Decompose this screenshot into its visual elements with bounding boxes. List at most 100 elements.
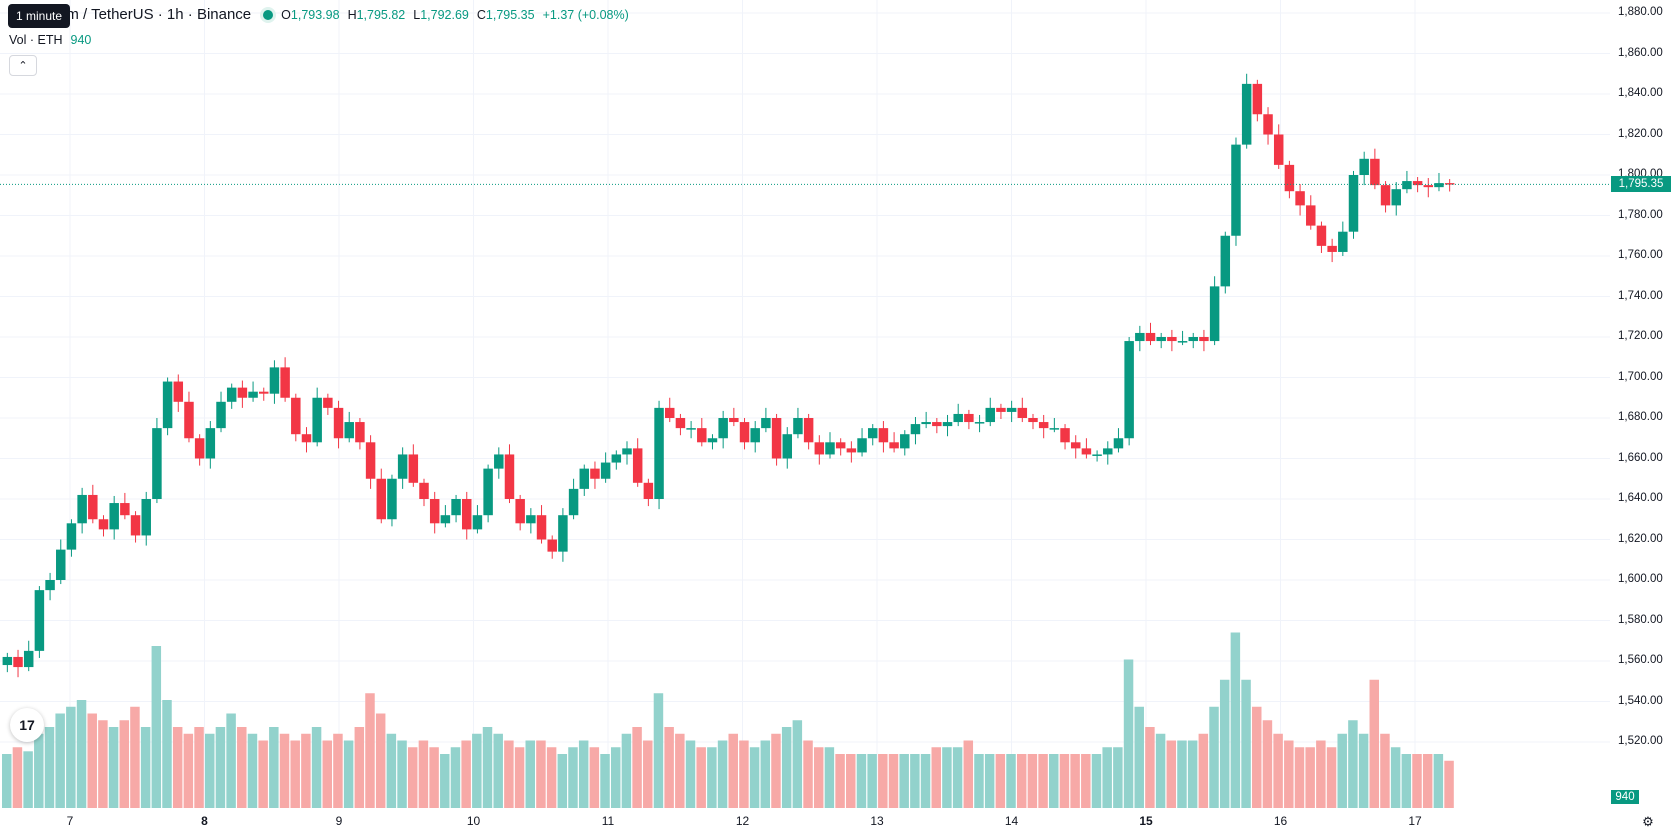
candle-body <box>1241 83 1252 145</box>
candle-body <box>1380 185 1391 206</box>
candle-body <box>152 428 162 499</box>
volume-bar <box>204 733 215 808</box>
candle-body <box>889 442 899 449</box>
settings-gear-icon[interactable]: ⚙ <box>1642 814 1654 829</box>
volume-bar <box>504 740 514 808</box>
volume-bar <box>482 727 493 808</box>
candle-body <box>194 438 205 459</box>
candle-body <box>1092 454 1102 456</box>
price-scale[interactable]: 1,880.00 1,860.00 1,840.00 1,820.00 1,800.00… <box>1610 0 1678 808</box>
candle-body <box>1412 181 1423 186</box>
candlestick-chart[interactable] <box>0 0 1610 808</box>
time-tick-label: 14 <box>1004 814 1019 828</box>
volume-bar <box>1358 733 1369 808</box>
candle-body <box>686 428 696 430</box>
candle-body <box>419 482 429 499</box>
candle-body <box>1370 158 1380 186</box>
symbol-title[interactable]: um / TetherUS · 1h · Binance <box>58 6 252 23</box>
volume-bar <box>1252 706 1262 808</box>
volume-bar <box>44 727 55 808</box>
candle-body <box>1006 407 1017 412</box>
candle-body <box>590 468 600 479</box>
price-tick-label: 1,580.00 <box>1618 613 1663 626</box>
candle-body <box>333 407 344 439</box>
volume-bar <box>771 733 781 808</box>
candle-body <box>269 367 280 394</box>
candle-body <box>1391 189 1401 206</box>
volume-bar <box>920 754 931 808</box>
candle-body <box>109 503 119 530</box>
price-tick-label: 1,700.00 <box>1618 370 1663 383</box>
volume-bar <box>247 733 258 808</box>
candle-body <box>1338 231 1348 252</box>
candle-body <box>675 418 686 429</box>
candle-body <box>632 448 643 483</box>
price-tick-label: 1,740.00 <box>1618 289 1663 302</box>
volume-bar <box>643 740 653 808</box>
candle-body <box>440 515 451 524</box>
candle-body <box>291 397 301 435</box>
volume-bar <box>1091 754 1102 808</box>
symbol-legend[interactable]: um / TetherUS · 1h · Binance O1,793.98 H… <box>8 6 629 23</box>
candle-body <box>1273 134 1284 165</box>
volume-bar <box>1006 754 1016 808</box>
volume-bar <box>23 751 33 808</box>
candle-body <box>750 428 760 443</box>
volume-bar <box>215 727 226 808</box>
candle-body <box>162 381 173 429</box>
volume-bar <box>664 727 674 808</box>
volume-bar <box>557 754 568 808</box>
volume-bar <box>1369 679 1380 808</box>
volume-bar <box>1326 747 1337 808</box>
tradingview-logo-icon[interactable]: 17 <box>10 708 44 742</box>
candle-body <box>130 515 141 536</box>
price-tick-label: 1,540.00 <box>1618 694 1663 707</box>
ohlc-low: L1,792.69 <box>413 7 469 22</box>
volume-bar <box>1294 747 1305 808</box>
candle-body <box>120 503 130 516</box>
volume-bar <box>34 733 44 808</box>
volume-bar <box>1081 754 1091 808</box>
collapse-legend-button[interactable]: ⌃ <box>9 55 37 76</box>
candle-body <box>1081 448 1092 455</box>
volume-bar <box>1166 740 1177 808</box>
candle-body <box>558 515 568 552</box>
candle-body <box>846 448 857 453</box>
volume-bar <box>1027 754 1038 808</box>
ohlc-close: C1,795.35 <box>476 7 535 22</box>
volume-legend[interactable]: Vol · ETH 940 <box>9 33 91 47</box>
candle-body <box>707 438 718 443</box>
volume-bar <box>653 693 664 808</box>
price-tick-label: 1,640.00 <box>1618 492 1663 504</box>
candle-body <box>643 482 654 499</box>
candle-body <box>921 422 931 425</box>
volume-bar <box>1187 740 1198 808</box>
candle-body <box>718 418 728 439</box>
candle-body <box>782 434 793 459</box>
volume-bar <box>279 733 290 808</box>
ohlc-open: O1,793.98 <box>281 7 340 22</box>
time-tick-label: 15 <box>1139 814 1153 828</box>
volume-bar <box>621 733 632 808</box>
candle-body <box>1402 181 1412 190</box>
volume-bar <box>749 747 760 808</box>
volume-bar <box>931 747 941 808</box>
volume-bar <box>610 747 621 808</box>
volume-bar <box>963 740 974 808</box>
volume-bar <box>717 740 728 808</box>
volume-bar <box>1102 747 1112 808</box>
volume-bar <box>546 747 557 808</box>
volume-bar <box>1123 659 1134 808</box>
candle-body <box>205 428 216 459</box>
price-tick-label: 1,840.00 <box>1618 87 1663 99</box>
chart-area[interactable] <box>0 0 1610 808</box>
volume-bar <box>1145 727 1155 808</box>
candle-body <box>1124 341 1134 439</box>
volume-bar <box>258 740 268 808</box>
volume-bar <box>813 747 824 808</box>
candle-body <box>600 462 611 479</box>
candle-body <box>1199 337 1209 342</box>
candle-body <box>408 454 419 483</box>
time-axis[interactable]: 7 8 9 10 11 12 13 14 15 16 17 <box>0 808 1610 835</box>
candle-body <box>66 523 77 550</box>
